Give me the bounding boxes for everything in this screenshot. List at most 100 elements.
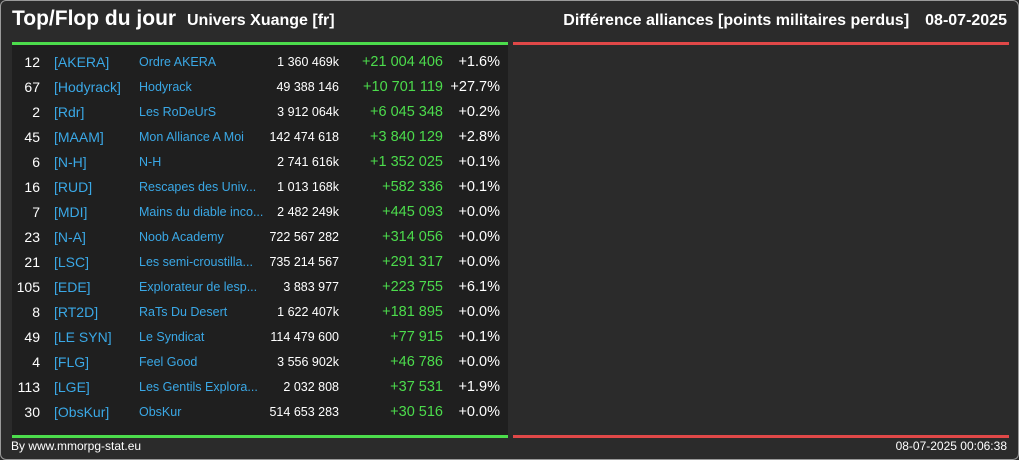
points-difference: +291 317 — [382, 254, 443, 270]
alliance-name-link[interactable]: Rescapes des Univ... — [139, 180, 257, 194]
alliance-points: 2 482 249k — [277, 205, 339, 219]
top-panel: 12 [AKERA] Ordre AKERA 1 360 469k +21 004 40… — [12, 42, 508, 438]
alliance-rank: 30 — [24, 404, 40, 420]
percent-difference: +0.0% — [458, 204, 500, 220]
alliance-rank: 21 — [24, 254, 40, 270]
alliance-tag-link[interactable]: [MDI] — [54, 204, 88, 220]
alliance-points: 114 479 600 — [270, 330, 339, 344]
points-difference: +30 516 — [390, 404, 443, 420]
percent-difference: +0.2% — [458, 104, 500, 120]
table-row: 2 [Rdr] Les RoDeUrS 3 912 064k +6 045 348 +0.… — [12, 100, 508, 125]
metric-label: Différence alliances [points militaires … — [563, 12, 910, 29]
alliance-rank: 113 — [17, 379, 40, 395]
alliance-rank: 6 — [32, 154, 40, 170]
alliance-tag-link[interactable]: [ObsKur] — [54, 404, 110, 420]
alliance-name-link[interactable]: Hodyrack — [139, 80, 192, 94]
alliance-name-link[interactable]: Les RoDeUrS — [139, 105, 217, 119]
points-difference: +223 755 — [382, 279, 443, 295]
universe-label: Univers Xuange [fr] — [187, 12, 335, 29]
points-difference: +37 531 — [390, 379, 443, 395]
alliance-name-link[interactable]: Mains du diable inco... — [139, 205, 264, 219]
table-row: 23 [N-A] Noob Academy 722 567 282 +314 056 +0… — [12, 225, 508, 250]
alliance-tag-link[interactable]: [Rdr] — [54, 104, 85, 120]
points-difference: +10 701 119 — [363, 79, 443, 95]
alliance-tag-link[interactable]: [LE SYN] — [54, 329, 112, 345]
alliance-rank: 105 — [16, 279, 40, 295]
table-row: 67 [Hodyrack] Hodyrack 49 388 146 +10 701 11… — [12, 75, 508, 100]
alliance-rank: 7 — [32, 204, 40, 220]
points-difference: +181 895 — [382, 304, 443, 320]
points-difference: +21 004 406 — [361, 54, 443, 70]
flop-panel — [513, 42, 1009, 438]
alliance-tag-link[interactable]: [RT2D] — [54, 304, 99, 320]
alliance-points: 1 013 168k — [277, 180, 339, 194]
alliance-points: 3 883 977 — [283, 280, 339, 294]
alliance-name-link[interactable]: Feel Good — [139, 355, 198, 369]
points-difference: +3 840 129 — [370, 129, 443, 145]
alliance-name-link[interactable]: Mon Alliance A Moi — [139, 130, 244, 144]
alliance-tag-link[interactable]: [AKERA] — [54, 54, 110, 70]
table-row: 49 [LE SYN] Le Syndicat 114 479 600 +77 915 +… — [12, 325, 508, 350]
alliance-points: 3 556 902k — [277, 355, 339, 369]
alliance-points: 3 912 064k — [277, 105, 339, 119]
percent-difference: +0.1% — [458, 154, 500, 170]
alliance-name-link[interactable]: Ordre AKERA — [139, 55, 217, 69]
alliance-rank: 2 — [32, 104, 40, 120]
table-row: 16 [RUD] Rescapes des Univ... 1 013 168k +58… — [12, 175, 508, 200]
percent-difference: +0.0% — [458, 254, 500, 270]
table-row: 21 [LSC] Les semi-croustilla... 735 214 567… — [12, 250, 508, 275]
alliance-tag-link[interactable]: [N-H] — [54, 154, 87, 170]
table-row: 113 [LGE] Les Gentils Explora... 2 032 808 +… — [12, 375, 508, 400]
table-row: 7 [MDI] Mains du diable inco... 2 482 249k +… — [12, 200, 508, 225]
alliance-rank: 4 — [32, 354, 40, 370]
percent-difference: +1.6% — [458, 54, 500, 70]
metric-header: Différence alliances [points militaires … — [563, 12, 1007, 30]
alliance-tag-link[interactable]: [LGE] — [54, 379, 90, 395]
percent-difference: +0.0% — [458, 229, 500, 245]
footer-credit[interactable]: By www.mmorpg-stat.eu — [11, 439, 142, 453]
percent-difference: +0.0% — [458, 404, 500, 420]
alliance-points: 514 653 283 — [269, 405, 339, 419]
alliance-name-link[interactable]: Noob Academy — [139, 230, 224, 244]
alliance-tag-link[interactable]: [EDE] — [54, 279, 91, 295]
alliance-tag-link[interactable]: [Hodyrack] — [54, 79, 121, 95]
alliance-rank: 8 — [32, 304, 40, 320]
points-difference: +77 915 — [390, 329, 443, 345]
alliance-rank: 45 — [24, 129, 40, 145]
alliance-tag-link[interactable]: [LSC] — [54, 254, 90, 270]
alliance-points: 722 567 282 — [269, 230, 339, 244]
alliance-tag-link[interactable]: [RUD] — [54, 179, 93, 195]
table-row: 45 [MAAM] Mon Alliance A Moi 142 474 618 +3 … — [12, 125, 508, 150]
page-title: Top/Flop du jour — [12, 7, 177, 30]
percent-difference: +27.7% — [450, 79, 500, 95]
alliance-name-link[interactable]: Le Syndicat — [139, 330, 205, 344]
table-row: 30 [ObsKur] ObsKur 514 653 283 +30 516 +0.0% — [12, 400, 508, 425]
table-row: 4 [FLG] Feel Good 3 556 902k +46 786 +0.0% — [12, 350, 508, 375]
alliance-name-link[interactable]: Explorateur de lesp... — [139, 280, 258, 294]
alliance-rank: 49 — [24, 329, 40, 345]
report-date: 08-07-2025 — [925, 12, 1007, 29]
alliance-tag-link[interactable]: [N-A] — [54, 229, 86, 245]
table-row: 105 [EDE] Explorateur de lesp... 3 883 977 +… — [12, 275, 508, 300]
alliance-tag-link[interactable]: [MAAM] — [54, 129, 104, 145]
percent-difference: +6.1% — [458, 279, 500, 295]
alliance-points: 49 388 146 — [276, 80, 339, 94]
alliance-rank: 12 — [24, 54, 40, 70]
alliance-points: 735 214 567 — [269, 255, 339, 269]
alliance-name-link[interactable]: Les semi-croustilla... — [139, 255, 253, 269]
percent-difference: +0.0% — [458, 304, 500, 320]
alliance-name-link[interactable]: RaTs Du Desert — [139, 305, 228, 319]
alliance-name-link[interactable]: Les Gentils Explora... — [139, 380, 258, 394]
percent-difference: +0.1% — [458, 329, 500, 345]
alliance-name-link[interactable]: ObsKur — [139, 405, 182, 419]
percent-difference: +2.8% — [458, 129, 500, 145]
alliance-rank: 67 — [24, 79, 40, 95]
points-difference: +445 093 — [382, 204, 443, 220]
alliance-name-link[interactable]: N-H — [139, 155, 162, 169]
alliance-points: 1 622 407k — [277, 305, 339, 319]
alliance-tag-link[interactable]: [FLG] — [54, 354, 90, 370]
points-difference: +314 056 — [382, 229, 443, 245]
table-row: 6 [N-H] N-H 2 741 616k +1 352 025 +0.1% — [12, 150, 508, 175]
percent-difference: +0.0% — [458, 354, 500, 370]
